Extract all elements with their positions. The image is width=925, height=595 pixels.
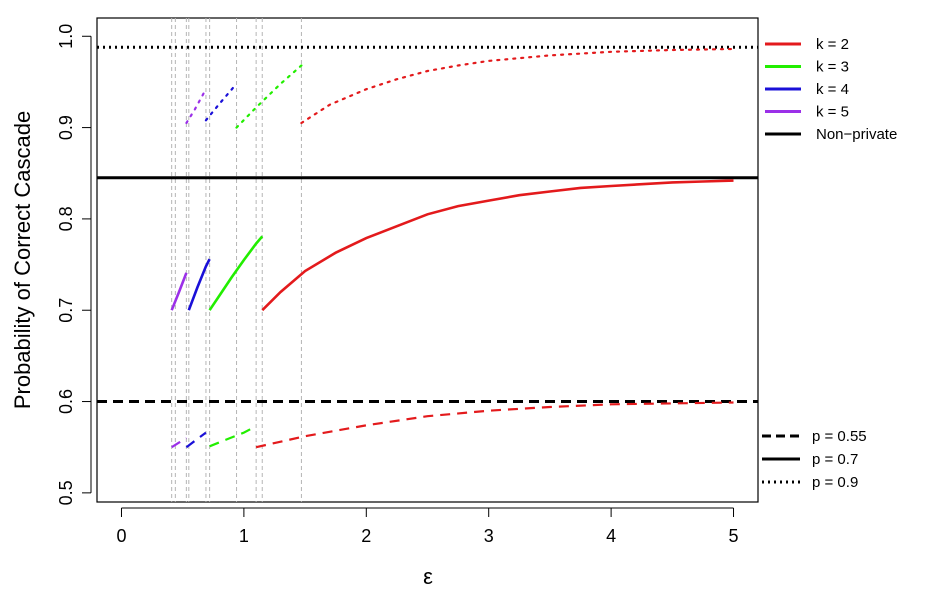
- legend-label: Non−private: [816, 126, 897, 143]
- legend-label: p = 0.55: [812, 428, 867, 445]
- series-line-k4-p0.9: [204, 82, 238, 122]
- y-tick-label: 0.7: [56, 298, 76, 323]
- x-axis: 0 1 2 3 4 5: [116, 507, 739, 546]
- legend-label: k = 4: [816, 81, 849, 98]
- plot-box: [96, 17, 759, 503]
- y-axis: 0.5 0.6 0.7 0.8 0.9 1.0: [56, 24, 92, 505]
- x-tick-label: 4: [606, 526, 616, 546]
- y-axis-title: Probability of Correct Cascade: [10, 111, 35, 409]
- x-tick-label: 2: [361, 526, 371, 546]
- x-tick-label: 5: [729, 526, 739, 546]
- nonprivate-lines: [97, 45, 758, 404]
- series-line-k5-p0.55: [171, 437, 187, 449]
- series-line-k5-p0.9: [185, 88, 207, 125]
- vertical-reference-lines: [171, 18, 302, 502]
- series-line-k2-p0.9: [300, 47, 735, 125]
- series-line-k2-p0.7: [261, 179, 734, 312]
- y-tick-label: 0.6: [56, 389, 76, 414]
- legend-label: p = 0.9: [812, 474, 858, 491]
- legend-k: k = 2 k = 3 k = 4 k = 5 Non−private: [765, 36, 897, 143]
- series-line-k4-p0.55: [185, 431, 207, 449]
- x-tick-label: 3: [484, 526, 494, 546]
- series-line-k3-p0.7: [208, 235, 264, 311]
- legend-label: k = 3: [816, 59, 849, 76]
- y-tick-label: 1.0: [56, 24, 76, 49]
- series-line-k2-p0.55: [255, 401, 734, 449]
- series-line-k3-p0.9: [235, 64, 303, 129]
- x-tick-label: 0: [116, 526, 126, 546]
- y-tick-label: 0.9: [56, 115, 76, 140]
- y-tick-label: 0.8: [56, 206, 76, 231]
- legend-label: k = 2: [816, 36, 849, 53]
- series-group: [170, 47, 735, 449]
- series-line-k3-p0.55: [209, 425, 257, 448]
- legend-p: p = 0.55 p = 0.7 p = 0.9: [762, 428, 867, 491]
- x-tick-label: 1: [239, 526, 249, 546]
- series-line-k4-p0.7: [187, 258, 211, 311]
- legend-label: p = 0.7: [812, 451, 858, 468]
- y-tick-label: 0.5: [56, 480, 76, 505]
- legend-label: k = 5: [816, 104, 849, 121]
- series-line-k5-p0.7: [170, 272, 188, 311]
- x-axis-title: ε: [423, 564, 433, 589]
